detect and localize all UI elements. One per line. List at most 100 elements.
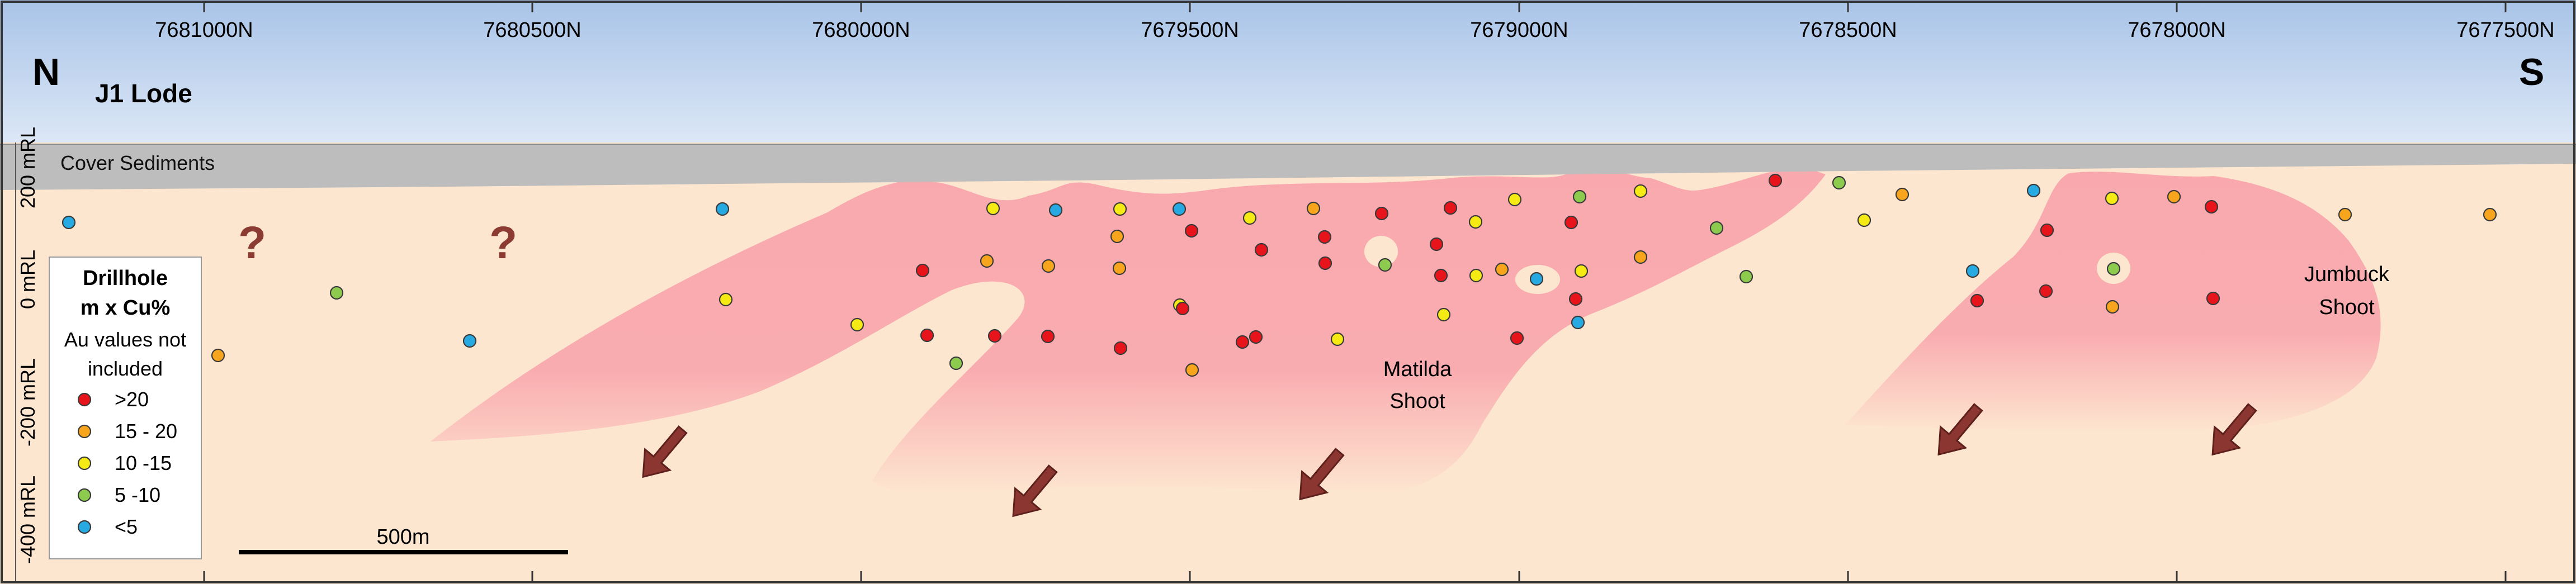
rl-label: -400 mRL: [16, 476, 39, 564]
drillhole-point: [1633, 184, 1648, 198]
legend-title-line1: Drillhole: [83, 267, 168, 290]
easting-label: 7678500N: [1799, 18, 1897, 42]
drillhole-point: [1185, 363, 1199, 377]
drillhole-point: [1041, 259, 1056, 273]
section-title: J1 Lode: [95, 79, 192, 108]
drillhole-point: [1175, 301, 1190, 316]
drillhole-point: [1436, 307, 1451, 322]
drillhole-point: [1429, 237, 1444, 251]
drillhole-point: [915, 263, 930, 278]
drillhole-point: [1633, 250, 1648, 264]
drillhole-point: [2167, 189, 2181, 204]
south-label: S: [2519, 51, 2544, 93]
drillhole-point: [1110, 229, 1124, 244]
easting-label: 7678000N: [2128, 18, 2225, 42]
drillhole-point: [1709, 221, 1724, 235]
legend-swatch-icon: [77, 520, 92, 534]
drillhole-point: [1895, 187, 1909, 202]
plunge-arrow-icon: [1299, 448, 1345, 501]
easting-label: 7680000N: [812, 18, 910, 42]
legend-swatch-icon: [77, 456, 92, 471]
plunge-arrows: [642, 403, 2257, 517]
drillhole-point: [1572, 189, 1587, 204]
legend-item: 10 -15: [77, 452, 172, 474]
legend-note-line2: included: [88, 357, 163, 380]
legend-swatch-icon: [77, 488, 92, 502]
drillhole-point: [719, 292, 733, 307]
cover-sediments-label: Cover Sediments: [60, 151, 215, 174]
unknown-marker: ?: [238, 217, 266, 268]
drillhole-point: [980, 254, 994, 268]
drillhole-point: [1048, 203, 1063, 217]
drillhole-point: [1832, 175, 1846, 190]
drillhole-pierce-points: [62, 173, 2497, 377]
drillhole-point: [2105, 300, 2120, 314]
drillhole-point: [2105, 191, 2119, 206]
cover-sediments-band: [0, 144, 2576, 190]
legend-note-line1: Au values not: [64, 328, 186, 351]
scale-bar-label: 500m: [376, 525, 429, 549]
unknown-marker: ?: [489, 217, 517, 268]
legend-item: 5 -10: [77, 483, 160, 506]
drillhole-point: [1041, 329, 1055, 344]
drillhole-point: [2026, 183, 2041, 198]
drillhole-point: [1184, 224, 1199, 238]
drillhole-point: [1739, 269, 1753, 284]
drillhole-point: [2204, 200, 2219, 214]
drillhole-point: [1970, 293, 1984, 308]
legend-swatch-icon: [77, 392, 92, 407]
sky-band: [0, 0, 2576, 143]
drillhole-point: [1768, 173, 1783, 188]
scale-bar: 500m: [239, 525, 568, 554]
drillhole-point: [1112, 261, 1127, 276]
drillhole-point: [1113, 341, 1128, 355]
legend-item: 15 - 20: [77, 420, 177, 443]
drillhole-point: [1113, 202, 1127, 216]
drillhole-point: [1318, 256, 1332, 270]
drillhole-point: [2206, 291, 2220, 306]
drillhole-point: [1434, 268, 1448, 283]
drillhole-point: [1254, 243, 1269, 257]
drillhole-point: [949, 356, 963, 371]
drillhole-point: [850, 317, 864, 332]
drillhole-point: [62, 215, 76, 230]
drillhole-point: [1374, 206, 1389, 221]
drillhole-point: [1469, 268, 1483, 283]
drillhole-point: [211, 348, 225, 363]
plunge-arrow-icon: [1937, 403, 1983, 456]
drillhole-point: [1495, 262, 1509, 277]
legend-item-label: >20: [115, 388, 149, 411]
drillhole-point: [1468, 215, 1483, 229]
drillhole-point: [1507, 192, 1522, 207]
matilda-shoot-envelope: [431, 168, 1826, 494]
rl-axis: 200 mRL 0 mRL -200 mRL -400 mRL: [15, 127, 39, 581]
drillhole-point: [1443, 201, 1458, 215]
shoot-label-jumbuck-line1: Jumbuck: [2304, 263, 2390, 286]
easting-label: 7679000N: [1470, 18, 1568, 42]
legend-swatch-icon: [77, 424, 92, 439]
drillhole-point: [329, 286, 344, 300]
rl-label: 200 mRL: [16, 127, 39, 208]
legend-item-label: <5: [115, 515, 138, 538]
inclusion: [1364, 236, 1398, 267]
easting-label: 7679500N: [1141, 18, 1239, 42]
drillhole-point: [1574, 264, 1589, 278]
drillhole-point: [1568, 292, 1583, 306]
drillhole-point: [1564, 215, 1578, 230]
drillhole-point: [715, 202, 730, 216]
easting-label: 7680500N: [483, 18, 581, 42]
drillhole-point: [1529, 272, 1544, 286]
drillhole-point: [1378, 258, 1392, 272]
drillhole-point: [462, 334, 477, 348]
shoot-label-jumbuck-line2: Shoot: [2319, 296, 2375, 319]
legend-box: [49, 257, 202, 559]
plunge-arrow-icon: [2211, 403, 2257, 456]
shoot-label-matilda-line1: Matilda: [1383, 358, 1452, 381]
legend-item-label: 10 -15: [115, 452, 172, 474]
rl-label: -200 mRL: [16, 358, 39, 447]
legend-item: <5: [77, 515, 138, 538]
north-label: N: [32, 51, 60, 93]
drillhole-point: [1330, 332, 1345, 346]
